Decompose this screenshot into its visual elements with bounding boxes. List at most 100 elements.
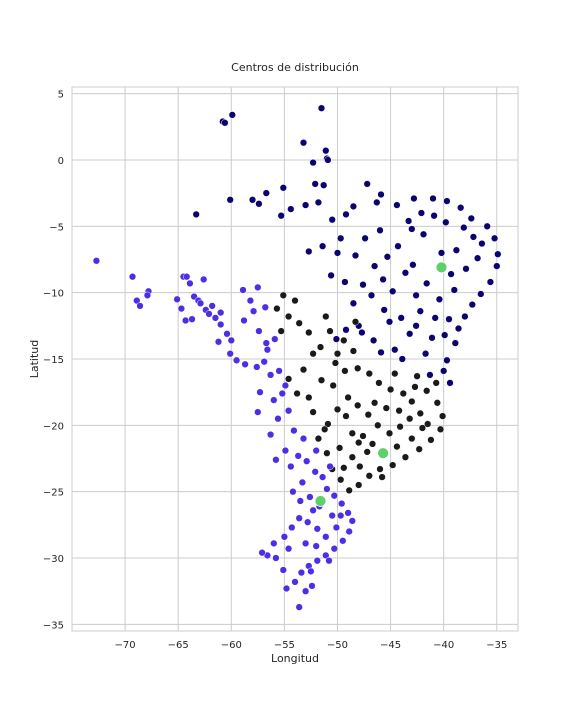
data-point xyxy=(364,411,372,419)
data-point xyxy=(279,291,287,299)
data-point xyxy=(348,517,356,525)
data-point xyxy=(272,554,280,562)
data-point xyxy=(275,367,283,375)
data-point xyxy=(461,312,469,321)
y-tick-label: −30 xyxy=(43,554,64,565)
data-point xyxy=(240,316,248,325)
data-point xyxy=(452,246,461,254)
data-point xyxy=(312,446,320,455)
data-point xyxy=(223,330,231,338)
data-point xyxy=(445,315,453,323)
data-point xyxy=(473,254,482,262)
data-point xyxy=(208,302,216,310)
grid-layer xyxy=(72,87,518,631)
data-point xyxy=(266,371,275,379)
data-point xyxy=(359,281,367,289)
x-tick-label: −65 xyxy=(168,640,189,651)
x-tick-label: −45 xyxy=(380,640,401,651)
data-point xyxy=(345,527,353,536)
data-point xyxy=(301,539,310,548)
data-point xyxy=(214,338,223,346)
y-tick-label: 5 xyxy=(58,90,64,101)
data-point xyxy=(325,557,333,565)
data-point xyxy=(312,542,320,550)
data-point xyxy=(443,356,451,364)
y-tick-label: −15 xyxy=(43,355,64,366)
y-tick-label: 0 xyxy=(58,156,64,167)
data-point xyxy=(226,350,234,358)
x-axis-label: Longitud xyxy=(271,652,319,665)
data-point xyxy=(486,278,495,286)
data-point xyxy=(309,350,317,358)
data-point xyxy=(351,318,360,326)
data-point xyxy=(391,369,399,378)
data-point xyxy=(274,415,282,423)
data-point xyxy=(406,330,414,338)
data-point xyxy=(291,296,299,305)
data-point xyxy=(408,225,416,233)
data-point xyxy=(322,312,330,321)
data-point xyxy=(136,302,144,310)
x-tick-label: −40 xyxy=(433,640,454,651)
data-point xyxy=(349,347,358,355)
data-point xyxy=(333,405,342,414)
data-point xyxy=(413,372,421,380)
data-point xyxy=(241,360,249,368)
data-point xyxy=(383,253,392,261)
data-point xyxy=(348,453,356,461)
data-point xyxy=(359,432,367,440)
data-point xyxy=(311,180,319,188)
data-point xyxy=(226,196,234,204)
data-point xyxy=(450,286,458,294)
data-point xyxy=(330,545,338,553)
data-point xyxy=(468,300,476,309)
data-point xyxy=(490,234,499,242)
data-point xyxy=(401,269,410,277)
data-point xyxy=(389,461,397,469)
data-point xyxy=(378,473,386,481)
data-point xyxy=(263,346,272,354)
data-point xyxy=(196,299,205,307)
data-point xyxy=(314,198,323,207)
data-point xyxy=(409,261,417,269)
y-tick-label: −35 xyxy=(43,620,64,631)
data-point xyxy=(342,210,350,219)
data-point xyxy=(317,104,326,112)
data-point xyxy=(205,310,213,318)
data-point xyxy=(324,420,332,428)
data-point xyxy=(440,367,448,375)
data-point xyxy=(430,212,438,220)
data-point xyxy=(128,273,137,281)
data-point xyxy=(351,251,360,260)
data-point xyxy=(255,200,263,208)
x-tick-label: −35 xyxy=(486,640,507,651)
x-tick-label: −50 xyxy=(327,640,348,651)
data-point xyxy=(227,336,235,345)
data-point xyxy=(416,307,424,315)
data-point xyxy=(427,436,435,444)
data-point xyxy=(408,434,416,443)
data-point xyxy=(342,326,350,334)
data-point xyxy=(306,493,314,501)
data-point xyxy=(337,511,345,520)
data-point xyxy=(335,444,344,452)
data-point xyxy=(278,389,286,398)
center-point xyxy=(314,495,327,507)
data-point xyxy=(211,314,220,322)
data-point xyxy=(354,401,362,410)
data-point xyxy=(301,587,310,595)
data-point xyxy=(281,381,290,390)
data-point xyxy=(262,339,270,347)
data-point xyxy=(370,399,379,407)
data-point xyxy=(426,371,434,379)
data-point xyxy=(92,257,101,265)
data-point xyxy=(415,445,423,453)
data-point xyxy=(262,189,270,197)
data-point xyxy=(416,409,424,418)
data-point xyxy=(375,379,383,387)
data-point xyxy=(293,389,301,398)
y-tick-label: −25 xyxy=(43,488,64,499)
data-point xyxy=(299,434,308,443)
data-point xyxy=(327,271,335,280)
data-point xyxy=(291,578,299,586)
